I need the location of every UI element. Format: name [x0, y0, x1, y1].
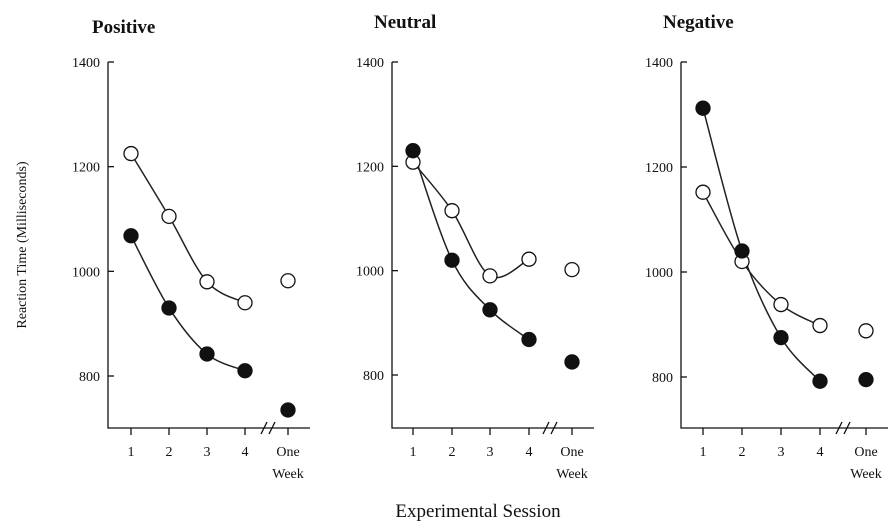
- data-point-filled: [812, 373, 828, 389]
- data-point-open: [695, 184, 711, 200]
- x-axis-label: Experimental Session: [395, 501, 561, 522]
- y-tick-label: 1000: [645, 266, 673, 281]
- panel-title: Positive: [92, 17, 155, 38]
- panel-title: Negative: [663, 12, 734, 33]
- x-tick-label: 3: [487, 445, 494, 460]
- y-axis-label: Reaction Time (Milliseconds): [15, 161, 30, 329]
- x-tick-label-line2: Week: [850, 467, 882, 482]
- data-point-open: [161, 208, 177, 225]
- fit-curve-open: [412, 161, 530, 279]
- panel-title: Neutral: [374, 12, 436, 33]
- fit-curves: [412, 150, 530, 341]
- data-point-filled: [773, 329, 789, 346]
- y-tick-label: 1200: [356, 160, 384, 175]
- panel-negative: Negative 1400 1200 1000 800 1 2 3 4 One Week: [645, 12, 888, 482]
- data-point-filled: [695, 100, 711, 116]
- data-point-open: [280, 273, 296, 289]
- axis-break-mark: [550, 421, 558, 435]
- data-point-open: [812, 317, 828, 334]
- fit-curve-open: [130, 153, 246, 304]
- y-axis-ticks: 1400 1200 1000 800: [72, 56, 114, 385]
- data-point-open: [858, 323, 874, 339]
- data-points: [405, 143, 580, 370]
- y-tick-label: 1200: [72, 161, 100, 176]
- y-tick-label: 800: [79, 370, 100, 385]
- data-point-open: [564, 261, 580, 278]
- x-tick-label: 4: [817, 445, 824, 460]
- y-tick-label: 1400: [72, 56, 100, 71]
- x-axis-ticks: 1 2 3 4 One Week: [410, 421, 588, 482]
- axis-break-mark: [542, 421, 550, 435]
- fit-curve-open: [702, 191, 821, 327]
- fit-curves: [130, 153, 246, 372]
- data-point-filled: [482, 302, 498, 318]
- x-tick-label: One: [560, 445, 583, 460]
- axes: [391, 62, 594, 429]
- x-tick-label: 3: [778, 445, 785, 460]
- data-point-open: [482, 268, 498, 284]
- y-tick-label: 1000: [72, 265, 100, 280]
- y-tick-label: 1400: [356, 56, 384, 71]
- x-tick-label-line2: Week: [556, 467, 588, 482]
- fit-curve-filled: [412, 150, 530, 341]
- x-axis-ticks: 1 2 3 4 One Week: [128, 421, 304, 482]
- data-points: [695, 100, 874, 389]
- data-point-filled: [237, 363, 253, 379]
- x-tick-label: 4: [242, 445, 249, 460]
- data-point-filled: [123, 228, 139, 244]
- fit-curve-filled: [130, 235, 246, 372]
- data-point-open: [123, 145, 139, 162]
- x-tick-label: One: [276, 445, 299, 460]
- x-tick-label: 1: [128, 445, 135, 460]
- x-tick-label: 4: [526, 445, 533, 460]
- axes: [680, 62, 888, 429]
- y-tick-label: 1200: [645, 161, 673, 176]
- fit-curve-filled: [702, 108, 821, 382]
- x-tick-label: 1: [410, 445, 417, 460]
- data-point-filled: [199, 346, 215, 362]
- data-point-filled: [858, 371, 874, 388]
- data-point-filled: [280, 402, 296, 418]
- y-tick-label: 800: [363, 369, 384, 384]
- x-tick-label-line2: Week: [272, 467, 304, 482]
- data-point-filled: [564, 354, 580, 370]
- y-tick-label: 800: [652, 371, 673, 386]
- x-tick-label: 1: [700, 445, 707, 460]
- x-tick-label: 2: [166, 445, 173, 460]
- data-point-filled: [444, 252, 460, 268]
- fit-curves: [702, 108, 821, 382]
- data-point-open: [237, 295, 253, 311]
- y-axis-ticks: 1400 1200 1000 800: [356, 56, 398, 384]
- axes: [107, 62, 310, 429]
- x-tick-label: 2: [449, 445, 456, 460]
- data-point-filled: [161, 300, 177, 316]
- y-tick-label: 1400: [645, 56, 673, 71]
- panel-neutral: Neutral 1400 1200 1000 800 1 2 3 4 One Week: [356, 12, 594, 482]
- data-point-open: [773, 296, 789, 313]
- axis-break-mark: [260, 421, 268, 435]
- data-point-filled: [521, 331, 537, 348]
- data-points: [123, 145, 296, 418]
- y-tick-label: 1000: [356, 265, 384, 280]
- data-point-open: [444, 203, 460, 219]
- axis-break-mark: [843, 421, 851, 435]
- data-point-open: [199, 274, 215, 290]
- data-point-filled: [734, 243, 750, 259]
- y-axis-ticks: 1400 1200 1000 800: [645, 56, 687, 386]
- data-point-open: [521, 251, 537, 267]
- data-point-filled: [405, 143, 421, 159]
- x-tick-label: One: [854, 445, 877, 460]
- x-tick-label: 3: [204, 445, 211, 460]
- x-tick-label: 2: [739, 445, 746, 460]
- panel-positive: Positive 1400 1200 1000 800 1 2 3 4 One Week: [72, 17, 310, 482]
- axis-break-mark: [835, 421, 843, 435]
- axis-break-mark: [268, 421, 276, 435]
- x-axis-ticks: 1 2 3 4 One Week: [700, 421, 882, 482]
